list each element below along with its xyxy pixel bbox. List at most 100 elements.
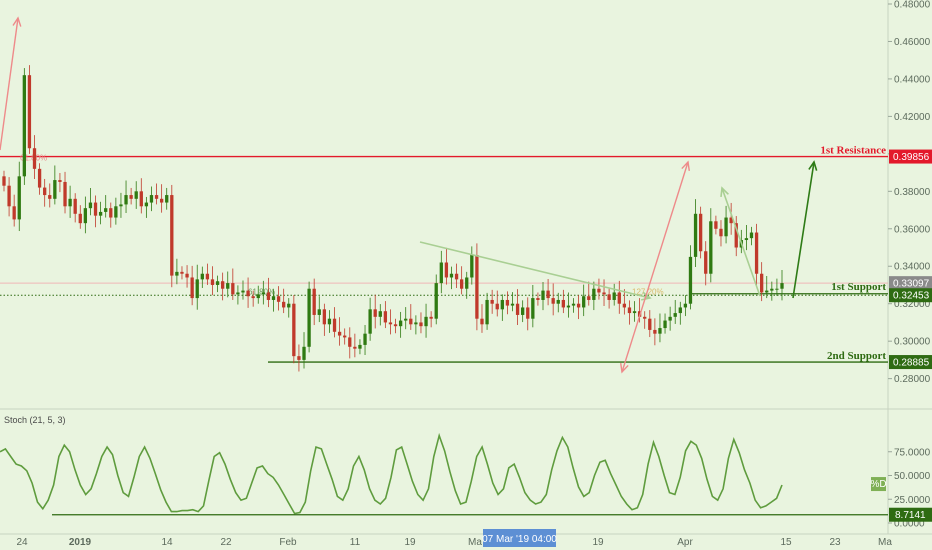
candle-body bbox=[241, 290, 245, 293]
candle-body bbox=[287, 303, 291, 308]
candle-body bbox=[93, 202, 98, 216]
fib-label-2: 61.80% bbox=[248, 287, 275, 296]
candle-body bbox=[98, 211, 103, 216]
candle-body bbox=[419, 322, 423, 327]
current-price-tag-value: 0.33097 bbox=[893, 279, 930, 290]
candle-body bbox=[175, 271, 179, 276]
candle-body bbox=[221, 281, 225, 289]
candle-body bbox=[358, 344, 362, 349]
candle-body bbox=[668, 316, 672, 321]
time-tick-label: 19 bbox=[592, 537, 604, 548]
candle-body bbox=[531, 298, 535, 319]
time-tick-label: 19 bbox=[404, 537, 416, 548]
time-tick-label: 14 bbox=[161, 537, 173, 548]
candle-body bbox=[170, 195, 174, 276]
candle-body bbox=[48, 195, 52, 199]
candle-body bbox=[663, 320, 667, 329]
stoch-tick-label: 75.0000 bbox=[894, 447, 931, 458]
candle-body bbox=[424, 316, 428, 327]
arrow-pullback-projection bbox=[721, 187, 761, 297]
candle-body bbox=[297, 356, 301, 360]
candle-body bbox=[266, 292, 271, 300]
candle-body bbox=[205, 273, 210, 280]
candle-body bbox=[215, 281, 220, 285]
crosshair-time-badge bbox=[483, 529, 556, 547]
candle-body bbox=[154, 195, 159, 199]
candle-body bbox=[744, 238, 749, 241]
candle-body bbox=[576, 303, 581, 308]
candle-body bbox=[388, 322, 393, 325]
stoch-d-badge-label: %D bbox=[870, 479, 886, 490]
candle-body bbox=[43, 187, 47, 196]
candle-body bbox=[78, 213, 82, 224]
candle-body bbox=[17, 176, 21, 220]
candle-body bbox=[714, 221, 718, 229]
candle-body bbox=[322, 309, 327, 325]
candle-body bbox=[373, 309, 377, 317]
candle-body bbox=[465, 277, 469, 289]
support-1-price-tag-badge bbox=[889, 288, 932, 303]
price-tick-label: 0.36000 bbox=[894, 224, 931, 235]
time-tick-label: Apr bbox=[677, 537, 693, 548]
time-tick-label: 22 bbox=[220, 537, 232, 548]
crosshair-time-label: 07 Mar '19 04:00 bbox=[482, 534, 557, 545]
candle-body bbox=[622, 303, 627, 308]
time-tick-label: Ma bbox=[468, 537, 482, 548]
candle-body bbox=[648, 318, 652, 330]
stoch-d-badge bbox=[871, 477, 886, 492]
candle-body bbox=[459, 279, 464, 289]
candle-body bbox=[200, 273, 204, 280]
candle-body bbox=[693, 213, 698, 257]
candle-body bbox=[556, 299, 560, 304]
candle-body bbox=[37, 168, 42, 188]
candle-body bbox=[276, 296, 281, 302]
candle-body bbox=[409, 318, 413, 325]
candle-body bbox=[444, 262, 449, 278]
candle-body bbox=[104, 208, 108, 212]
candle-body bbox=[404, 318, 408, 321]
candle-body bbox=[587, 296, 591, 300]
price-tick-label: 0.44000 bbox=[894, 74, 931, 85]
candle-body bbox=[582, 296, 586, 308]
candle-body bbox=[454, 273, 459, 280]
price-tick-label: 0.28000 bbox=[894, 374, 931, 385]
candle-body bbox=[521, 307, 525, 315]
price-tick-label: 0.34000 bbox=[894, 262, 931, 273]
candle-body bbox=[378, 311, 382, 317]
candle-body bbox=[302, 346, 306, 360]
time-tick-label: Feb bbox=[279, 537, 297, 548]
candle-body bbox=[58, 180, 62, 182]
candle-body bbox=[551, 298, 555, 304]
support-1-price-tag-value: 0.32453 bbox=[893, 291, 930, 302]
candle-body bbox=[332, 318, 337, 332]
candle-body bbox=[612, 292, 616, 300]
candle-body bbox=[68, 198, 72, 207]
candle-body bbox=[363, 333, 367, 345]
arrow-fib-extension-head bbox=[681, 160, 690, 172]
candle-body bbox=[734, 223, 738, 248]
candle-body bbox=[22, 75, 26, 177]
time-tick-label: 15 bbox=[780, 537, 792, 548]
candle-body bbox=[500, 299, 504, 310]
candle-body bbox=[414, 322, 418, 325]
candle-body bbox=[749, 232, 754, 239]
support-2-label: 2nd Support bbox=[827, 350, 886, 362]
resistance-label: 1st Resistance bbox=[820, 145, 886, 157]
arrow-bullish-target-head bbox=[808, 160, 818, 171]
candle-body bbox=[683, 303, 688, 308]
candle-body bbox=[709, 221, 713, 274]
time-tick-label: 2019 bbox=[69, 537, 92, 548]
candle-body bbox=[704, 251, 708, 274]
candle-body bbox=[195, 279, 199, 299]
candle-body bbox=[627, 307, 632, 314]
candle-body bbox=[271, 296, 276, 300]
time-tick-label: 23 bbox=[829, 537, 841, 548]
candle-body bbox=[617, 292, 621, 304]
candle-body bbox=[159, 198, 164, 203]
arrow-pullback-projection-head bbox=[720, 186, 729, 198]
support-2-price-tag-badge bbox=[889, 355, 932, 370]
candle-body bbox=[109, 208, 113, 218]
candle-body bbox=[653, 329, 657, 334]
candle-body bbox=[490, 299, 494, 304]
